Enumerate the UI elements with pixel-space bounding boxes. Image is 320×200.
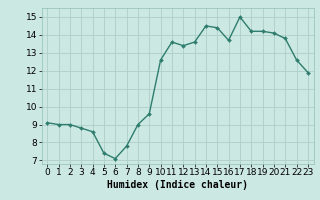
X-axis label: Humidex (Indice chaleur): Humidex (Indice chaleur): [107, 180, 248, 190]
